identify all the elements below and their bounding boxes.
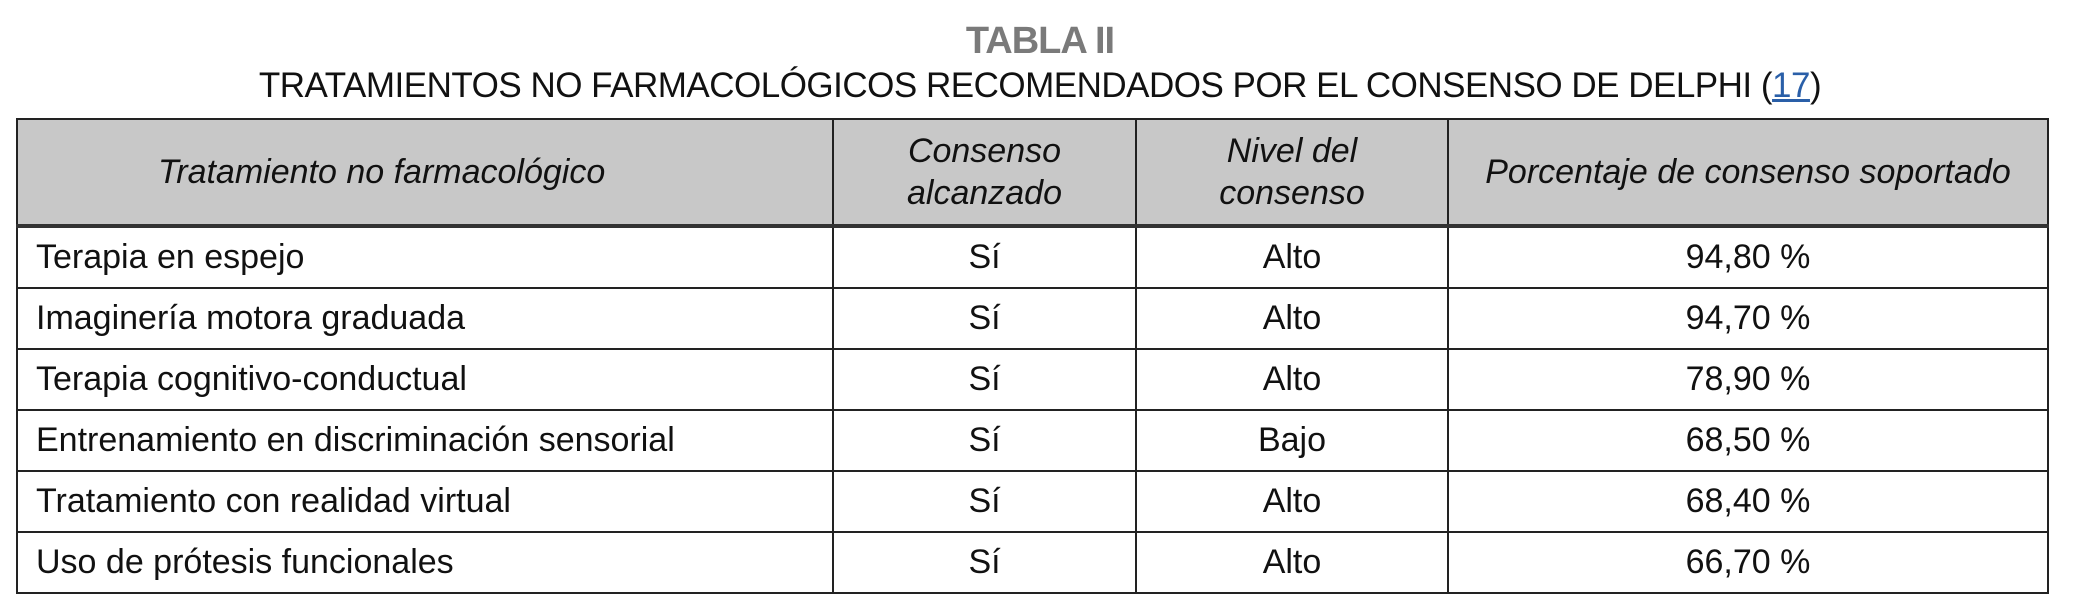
cell-treatment: Imaginería motora graduada xyxy=(16,287,834,350)
cell-consensus-percentage: 94,70 % xyxy=(1447,287,2049,350)
cell-consensus-reached: Sí xyxy=(832,470,1137,533)
subtitle-text: TRATAMIENTOS NO FARMACOLÓGICOS RECOMENDA… xyxy=(258,66,1773,105)
cell-consensus-percentage: 78,90 % xyxy=(1447,348,2049,411)
reference-link[interactable]: 17 xyxy=(1772,66,1810,105)
cell-treatment: Tratamiento con realidad virtual xyxy=(16,470,834,533)
header-row: Tratamiento no farmacológico Consenso al… xyxy=(16,118,2049,227)
header-consensus-level: Nivel del consenso xyxy=(1135,118,1449,227)
table-subtitle: TRATAMIENTOS NO FARMACOLÓGICOS RECOMENDA… xyxy=(0,66,2080,106)
cell-consensus-percentage: 66,70 % xyxy=(1447,531,2049,594)
cell-treatment: Terapia cognitivo-conductual xyxy=(16,348,834,411)
subtitle-close: ) xyxy=(1809,66,1822,105)
header-treatment: Tratamiento no farmacológico xyxy=(16,118,834,227)
cell-consensus-percentage: 68,40 % xyxy=(1447,470,2049,533)
table-row: Terapia cognitivo-conductual Sí Alto 78,90 … xyxy=(16,348,2049,411)
table-row: Terapia en espejo Sí Alto 94,80 % xyxy=(16,225,2049,289)
cell-consensus-level: Alto xyxy=(1135,287,1449,350)
table-row: Tratamiento con realidad virtual Sí Alto 68… xyxy=(16,470,2049,533)
cell-treatment: Uso de prótesis funcionales xyxy=(16,531,834,594)
cell-consensus-level: Alto xyxy=(1135,531,1449,594)
table-row: Imaginería motora graduada Sí Alto 94,70 % xyxy=(16,287,2049,350)
header-consensus-reached: Consenso alcanzado xyxy=(832,118,1137,227)
cell-treatment: Entrenamiento en discriminación sensoria… xyxy=(16,409,834,472)
cell-treatment: Terapia en espejo xyxy=(16,225,834,289)
cell-consensus-percentage: 94,80 % xyxy=(1447,225,2049,289)
table-row: Entrenamiento en discriminación sensoria… xyxy=(16,409,2049,472)
cell-consensus-reached: Sí xyxy=(832,348,1137,411)
treatments-table: Tratamiento no farmacológico Consenso al… xyxy=(16,118,2049,594)
header-consensus-percentage: Porcentaje de consenso soportado xyxy=(1447,118,2049,227)
cell-consensus-level: Alto xyxy=(1135,348,1449,411)
cell-consensus-level: Alto xyxy=(1135,470,1449,533)
cell-consensus-reached: Sí xyxy=(832,225,1137,289)
cell-consensus-level: Alto xyxy=(1135,225,1449,289)
cell-consensus-reached: Sí xyxy=(832,531,1137,594)
cell-consensus-percentage: 68,50 % xyxy=(1447,409,2049,472)
cell-consensus-reached: Sí xyxy=(832,409,1137,472)
cell-consensus-level: Bajo xyxy=(1135,409,1449,472)
cell-consensus-reached: Sí xyxy=(832,287,1137,350)
table-row: Uso de prótesis funcionales Sí Alto 66,70 % xyxy=(16,531,2049,594)
table-title: TABLA II xyxy=(965,20,1115,62)
